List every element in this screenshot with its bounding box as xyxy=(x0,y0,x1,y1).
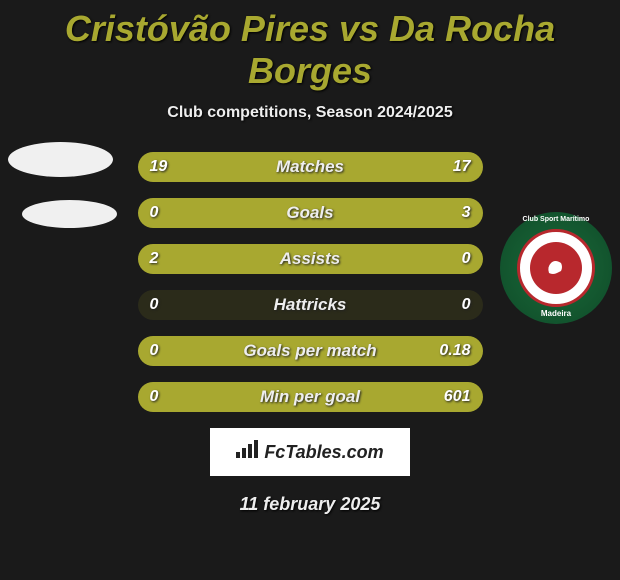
stat-label: Assists xyxy=(138,244,483,274)
comparison-title: Cristóvão Pires vs Da Rocha Borges xyxy=(0,0,620,92)
date-text: 11 february 2025 xyxy=(0,494,620,515)
stat-label: Goals xyxy=(138,198,483,228)
subtitle: Club competitions, Season 2024/2025 xyxy=(0,104,620,122)
stat-right-value: 3 xyxy=(462,198,471,228)
stat-right-value: 0.18 xyxy=(439,336,470,366)
player-left-badge-top xyxy=(8,142,113,177)
brand-box[interactable]: FcTables.com xyxy=(210,428,410,476)
stats-area: Club Sport Marítimo Madeira 19 Matches 1… xyxy=(0,152,620,412)
stat-row-mpg: 0 Min per goal 601 xyxy=(138,382,483,412)
stat-label: Hattricks xyxy=(138,290,483,320)
lion-icon xyxy=(530,242,582,294)
stat-row-matches: 19 Matches 17 xyxy=(138,152,483,182)
stat-row-assists: 2 Assists 0 xyxy=(138,244,483,274)
stat-rows: 19 Matches 17 0 Goals 3 2 Assists 0 0 Ha… xyxy=(138,152,483,412)
stat-row-goals: 0 Goals 3 xyxy=(138,198,483,228)
stat-right-value: 0 xyxy=(462,290,471,320)
stat-row-hattricks: 0 Hattricks 0 xyxy=(138,290,483,320)
player-left-badge-bottom xyxy=(22,200,117,228)
badge-text-bottom: Madeira xyxy=(541,309,571,318)
chart-icon xyxy=(236,440,258,464)
player-right-club-badge: Club Sport Marítimo Madeira xyxy=(500,212,612,324)
stat-label: Goals per match xyxy=(138,336,483,366)
stat-row-gpm: 0 Goals per match 0.18 xyxy=(138,336,483,366)
stat-label: Min per goal xyxy=(138,382,483,412)
stat-right-value: 0 xyxy=(462,244,471,274)
stat-right-value: 17 xyxy=(453,152,471,182)
stat-right-value: 601 xyxy=(444,382,471,412)
stat-label: Matches xyxy=(138,152,483,182)
badge-text-top: Club Sport Marítimo xyxy=(523,216,590,223)
brand-text: FcTables.com xyxy=(264,442,383,463)
